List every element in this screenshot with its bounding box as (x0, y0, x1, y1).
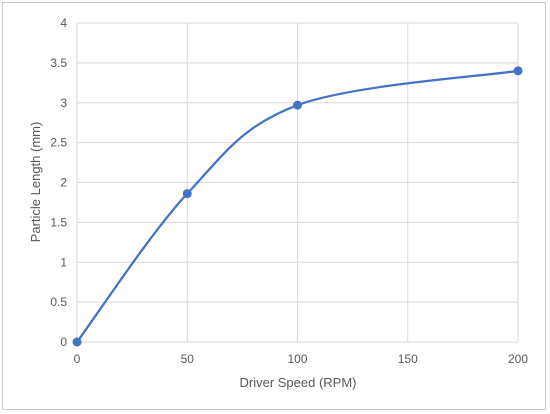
x-tick-label: 150 (398, 352, 418, 366)
data-point-marker (293, 100, 302, 110)
y-tick-label: 1 (60, 255, 67, 269)
x-tick-label: 0 (74, 352, 81, 366)
gridlines (76, 22, 519, 343)
y-tick-label: 3.5 (50, 56, 67, 70)
y-axis-title: Particle Length (mm) (28, 122, 43, 243)
x-tick-label: 100 (287, 352, 307, 366)
x-axis-title: Driver Speed (RPM) (239, 375, 356, 390)
y-tick-label: 3 (60, 96, 67, 110)
data-point-marker (72, 337, 82, 347)
x-tick-labels: 0 50 100 150 200 (74, 352, 529, 366)
data-point-marker (182, 189, 192, 199)
y-tick-label: 2 (60, 176, 67, 190)
y-tick-labels: 0 0.5 1 1.5 2 2.5 3 3.5 4 (50, 16, 67, 349)
data-point-marker (513, 66, 523, 76)
y-tick-label: 1.5 (50, 215, 67, 229)
x-tick-label: 50 (181, 352, 195, 366)
series-line (76, 69, 519, 343)
y-tick-label: 4 (60, 16, 67, 30)
x-tick-label: 200 (508, 352, 528, 366)
y-tick-label: 0 (60, 335, 67, 349)
series-markers (72, 66, 523, 347)
y-tick-label: 0.5 (50, 295, 67, 309)
y-tick-label: 2.5 (50, 136, 67, 150)
